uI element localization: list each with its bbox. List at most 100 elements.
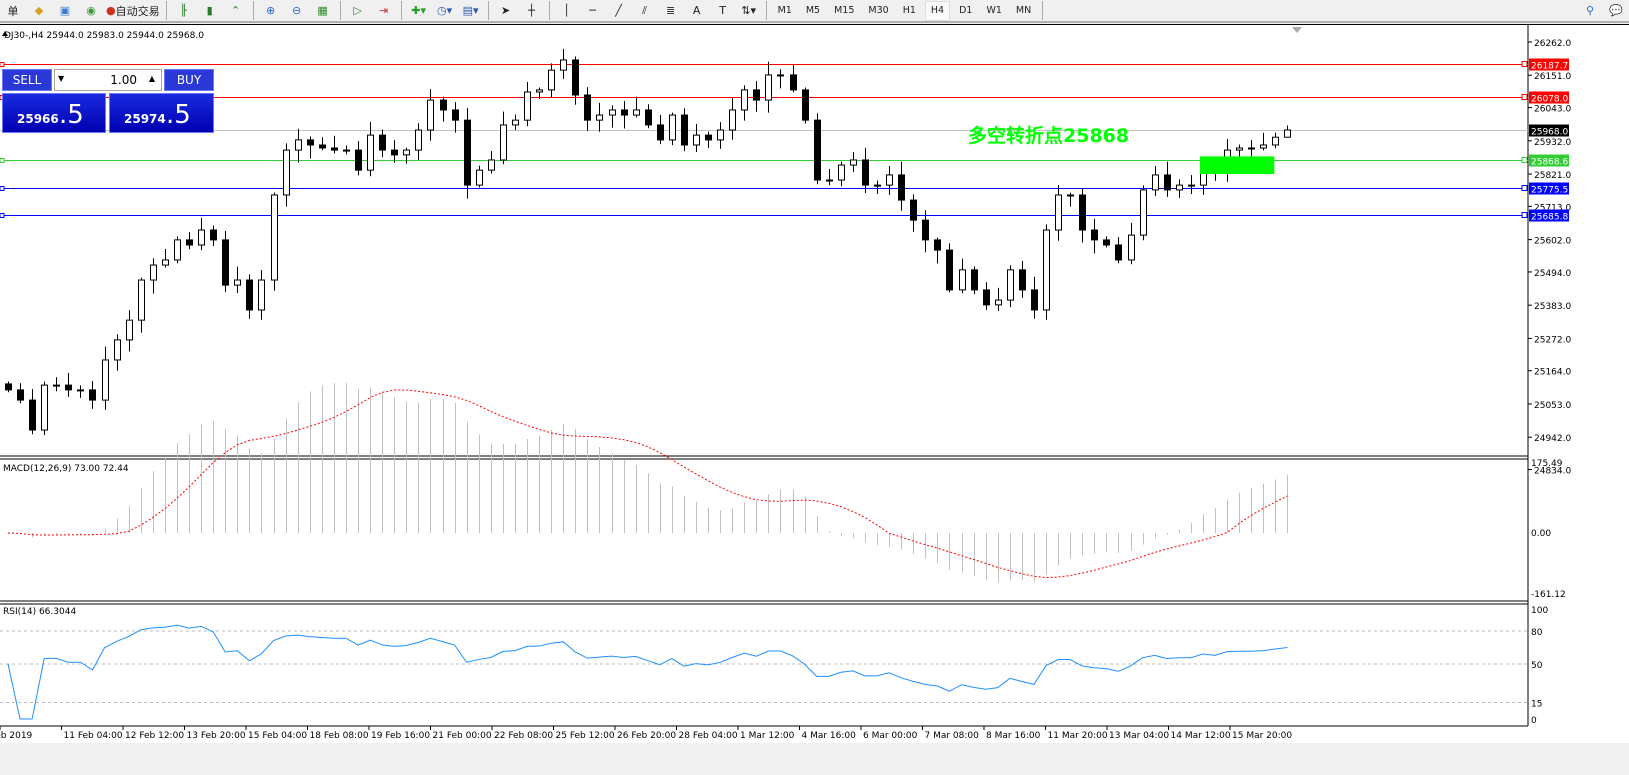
- indicators-icon[interactable]: ✚▾: [411, 4, 426, 17]
- time-label: 8 Feb 2019: [0, 731, 33, 741]
- channel-icon[interactable]: ⫽: [642, 3, 648, 17]
- line-handle: [0, 62, 5, 67]
- bull-candle: [959, 269, 966, 291]
- timeframe-m30[interactable]: M30: [868, 5, 889, 16]
- bar-chart-icon[interactable]: ╟: [180, 4, 187, 17]
- fibonacci-icon[interactable]: ≣: [666, 4, 676, 17]
- orders-icon[interactable]: ◆: [34, 4, 44, 17]
- bull-candle: [1140, 189, 1147, 236]
- bear-candle: [1031, 289, 1038, 311]
- macd-label: MACD(12,26,9) 73.00 72.44: [3, 464, 129, 474]
- status-area: [0, 743, 1629, 775]
- price-tick-label: 25821.0: [1534, 171, 1571, 181]
- bear-candle: [65, 384, 72, 391]
- timeframe-w1[interactable]: W1: [986, 5, 1002, 16]
- bull-candle: [669, 114, 676, 141]
- time-label: 11 Feb 04:00: [64, 731, 123, 741]
- zoom-in-icon[interactable]: ⊕: [266, 4, 276, 17]
- crosshair-icon[interactable]: ┼: [528, 4, 535, 17]
- divider: [1042, 1, 1044, 20]
- bull-candle: [476, 169, 483, 186]
- timeframe-h4[interactable]: H4: [924, 0, 951, 21]
- timeframe-d1[interactable]: D1: [959, 5, 973, 16]
- sell-button[interactable]: SELL: [2, 69, 52, 91]
- timeframe-m5[interactable]: M5: [805, 5, 821, 16]
- bear-candle: [452, 109, 459, 121]
- horizontal-line-icon[interactable]: ─: [589, 4, 596, 17]
- bull-candle: [162, 259, 169, 266]
- bear-candle: [862, 159, 869, 186]
- signal-icon[interactable]: ◉: [86, 4, 96, 17]
- bear-candle: [922, 219, 929, 241]
- text-label-icon[interactable]: T: [719, 4, 726, 17]
- chart-shift-icon[interactable]: ⇥: [379, 4, 389, 17]
- bear-candle: [971, 269, 978, 291]
- bull-candle: [283, 149, 290, 196]
- time-label: 22 Feb 08:00: [494, 731, 553, 741]
- time-label: 26 Feb 20:00: [617, 731, 676, 741]
- divider: [339, 1, 341, 20]
- arrows-icon[interactable]: ⇅▾: [741, 4, 756, 17]
- bull-candle: [1248, 147, 1255, 150]
- search-icon[interactable]: ⚲: [1585, 4, 1595, 17]
- trendline-icon[interactable]: ╱: [615, 4, 622, 17]
- bull-candle: [1188, 184, 1195, 187]
- bull-candle: [77, 389, 84, 392]
- menu-button[interactable]: 单: [7, 4, 19, 18]
- autotrading-icon: ●: [106, 4, 116, 17]
- autotrading-button[interactable]: ● 自动交易: [106, 4, 160, 18]
- bull-candle: [150, 264, 157, 281]
- line-handle: [1521, 94, 1528, 100]
- bull-candle: [1260, 144, 1267, 149]
- line-chart-icon[interactable]: ⌃: [231, 4, 241, 17]
- zoom-out-icon[interactable]: ⊖: [292, 4, 302, 17]
- candlestick-icon[interactable]: ▮: [206, 4, 213, 17]
- time-label: 13 Mar 04:00: [1109, 731, 1169, 741]
- bull-candle: [609, 109, 616, 116]
- bull-candle: [367, 134, 374, 171]
- bull-candle: [1236, 147, 1243, 151]
- bull-candle: [234, 279, 241, 286]
- chart-canvas[interactable]: DJ30-,H4 25944.0 25983.0 25944.0 25968.0…: [0, 25, 1629, 744]
- price-tick-label: 25164.0: [1534, 368, 1571, 378]
- cursor-icon[interactable]: ➤: [501, 4, 511, 17]
- bear-candle: [29, 399, 36, 431]
- timeframe-mn[interactable]: MN: [1015, 5, 1032, 16]
- time-label: 21 Feb 00:00: [433, 731, 492, 741]
- price-line-label-bg: [1529, 58, 1569, 71]
- vertical-line-icon[interactable]: │: [563, 4, 570, 17]
- bull-candle: [53, 384, 60, 387]
- autoscroll-icon[interactable]: ▷: [353, 4, 362, 17]
- templates-icon[interactable]: ▤▾: [462, 4, 479, 17]
- chat-icon[interactable]: 💬: [1609, 4, 1623, 17]
- bear-candle: [1091, 229, 1098, 241]
- bull-candle: [729, 109, 736, 131]
- bull-candle: [536, 89, 543, 93]
- chart-window[interactable]: DJ30-,H4 25944.0 25983.0 25944.0 25968.0…: [0, 24, 1629, 743]
- timeframe-m1[interactable]: M1: [777, 5, 792, 16]
- lot-increase-icon[interactable]: ▲: [148, 74, 155, 83]
- lot-decrease-icon[interactable]: ▼: [58, 74, 65, 83]
- text-icon[interactable]: A: [692, 4, 701, 17]
- periods-icon[interactable]: ◷▾: [437, 4, 453, 17]
- time-label: 4 Mar 16:00: [802, 731, 857, 741]
- rsi-tick-label: 100: [1531, 606, 1548, 616]
- price-tick-label: 25383.0: [1534, 302, 1571, 312]
- lot-size-field[interactable]: ▼ 1.00 ▲: [54, 69, 162, 91]
- sell-price[interactable]: 25966.5: [2, 93, 106, 133]
- line-handle: [1521, 157, 1528, 163]
- bear-candle: [983, 289, 990, 306]
- bear-candle: [440, 99, 447, 111]
- macd-tick-label: 0.00: [1531, 529, 1551, 539]
- chart-shift-marker-icon: [1292, 27, 1302, 33]
- bear-candle: [790, 74, 797, 91]
- buy-price[interactable]: 25974.5: [109, 93, 214, 133]
- bear-candle: [464, 119, 471, 186]
- experts-icon[interactable]: ▣: [59, 4, 71, 17]
- price-line-label-bg: [1529, 154, 1569, 167]
- buy-button[interactable]: BUY: [164, 69, 214, 91]
- timeframe-h1[interactable]: H1: [902, 5, 916, 16]
- tile-windows-icon[interactable]: ▦: [317, 4, 328, 17]
- timeframe-m15[interactable]: M15: [834, 5, 855, 16]
- time-label: 19 Feb 16:00: [371, 731, 430, 741]
